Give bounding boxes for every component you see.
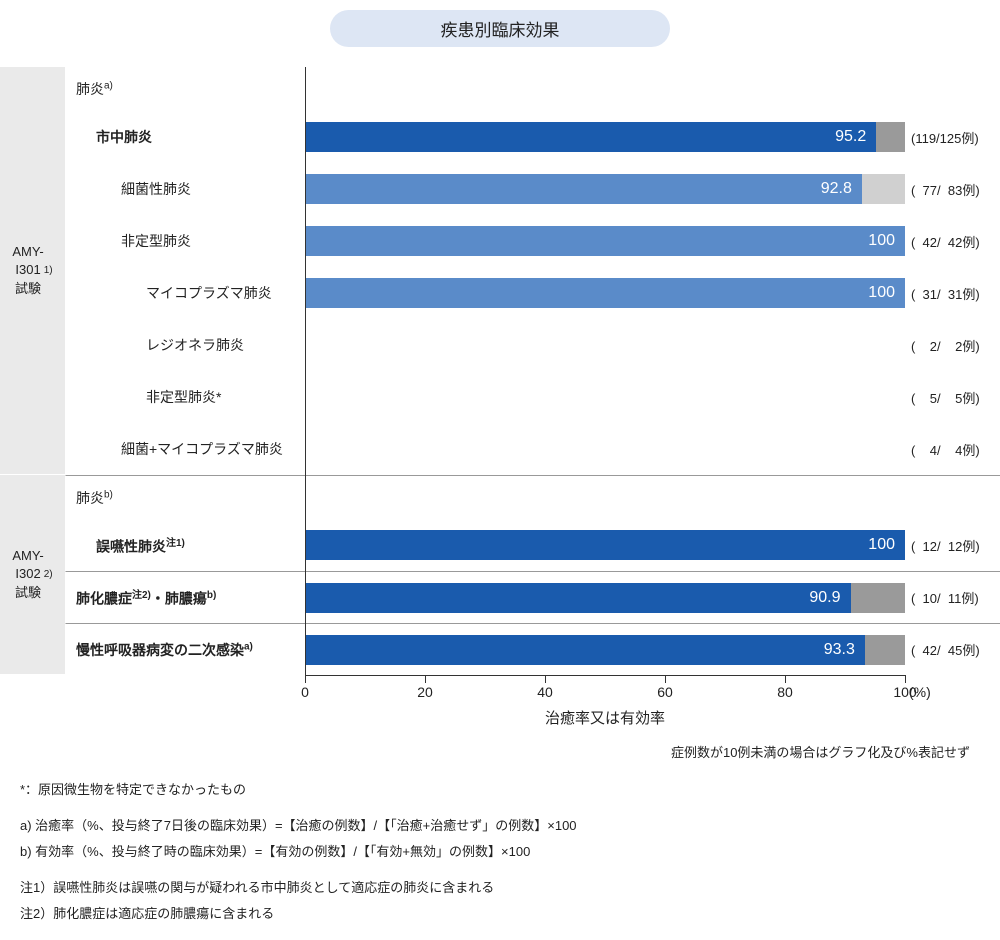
small-n-note: 症例数が10例未満の場合はグラフ化及び%表記せず [0, 742, 1000, 761]
count-label: ( 12/ 12例) [905, 519, 1000, 571]
bar: 90.9 [306, 583, 851, 613]
row-label: 非定型肺炎* [65, 371, 305, 423]
count-label: ( 4/ 4例) [905, 423, 1000, 475]
bar-row: 100 [306, 519, 905, 571]
axis-tick [425, 675, 426, 683]
bar: 92.8 [306, 174, 862, 204]
row-label: 非定型肺炎 [65, 215, 305, 267]
axis-tick-label: 0 [301, 684, 309, 700]
bar: 100 [306, 226, 905, 256]
count-label [905, 67, 1000, 111]
footnote-def: a) 治癒率（%、投与終了7日後の臨床効果）=【治癒の例数】/【「治癒+治癒せず… [20, 815, 980, 837]
bar: 95.2 [306, 122, 876, 152]
bar-row [306, 423, 905, 475]
row-label: 肺化膿症注2)・肺膿瘍b) [65, 571, 305, 623]
bar-row [306, 371, 905, 423]
axis-tick [785, 675, 786, 683]
bar-remainder [865, 635, 905, 665]
row-label: レジオネラ肺炎 [65, 319, 305, 371]
count-label: ( 77/ 83例) [905, 163, 1000, 215]
bar-row: 95.2 [306, 111, 905, 163]
bar-row [306, 475, 905, 519]
x-axis: 020406080100(%) [305, 675, 905, 703]
bar-row: 100 [306, 215, 905, 267]
axis-tick [305, 675, 306, 683]
count-label: ( 31/ 31例) [905, 267, 1000, 319]
footnote-note: 注1）誤嚥性肺炎は誤嚥の関与が疑われる市中肺炎として適応症の肺炎に含まれる [20, 877, 980, 899]
bar-row: 90.9 [306, 571, 905, 623]
chart-body: AMY-I301試験1)AMY-I302試験2) 肺炎a)市中肺炎細菌性肺炎非定… [0, 67, 1000, 675]
row-label: 肺炎a) [65, 67, 305, 111]
axis-tick [545, 675, 546, 683]
bar: 93.3 [306, 635, 865, 665]
footnotes: *：原因微生物を特定できなかったもの a) 治癒率（%、投与終了7日後の臨床効果… [0, 761, 1000, 939]
footnote-asterisk: *：原因微生物を特定できなかったもの [20, 779, 980, 801]
row-label: 肺炎b) [65, 475, 305, 519]
count-label: ( 42/ 42例) [905, 215, 1000, 267]
count-label [905, 475, 1000, 519]
chart-title: 疾患別臨床効果 [330, 10, 670, 47]
bar-remainder [876, 122, 905, 152]
axis-tick-label: 40 [537, 684, 553, 700]
axis-tick-label: 20 [417, 684, 433, 700]
count-label: ( 42/ 45例) [905, 623, 1000, 675]
trial-label: AMY-I301試験1) [0, 67, 65, 475]
row-label: 慢性呼吸器病変の二次感染a) [65, 623, 305, 675]
axis-unit: (%) [909, 684, 931, 700]
bar-row: 100 [306, 267, 905, 319]
axis-tick [905, 675, 906, 683]
row-label: 誤嚥性肺炎注1) [65, 519, 305, 571]
row-label: 細菌性肺炎 [65, 163, 305, 215]
bar-remainder [862, 174, 905, 204]
axis-tick-label: 80 [777, 684, 793, 700]
bar-row [306, 67, 905, 111]
footnote-def: b) 有効率（%、投与終了時の臨床効果）=【有効の例数】/【「有効+無効」の例数… [20, 841, 980, 863]
row-label: 細菌+マイコプラズマ肺炎 [65, 423, 305, 475]
count-label: ( 10/ 11例) [905, 571, 1000, 623]
count-label: ( 5/ 5例) [905, 371, 1000, 423]
bar-row [306, 319, 905, 371]
bar-row: 92.8 [306, 163, 905, 215]
count-label: ( 2/ 2例) [905, 319, 1000, 371]
bar: 100 [306, 530, 905, 560]
x-axis-title: 治癒率又は有効率 [305, 707, 905, 728]
axis-tick-label: 60 [657, 684, 673, 700]
bar: 100 [306, 278, 905, 308]
bar-remainder [851, 583, 906, 613]
footnote-note: 注2）肺化膿症は適応症の肺膿瘍に含まれる [20, 903, 980, 925]
row-label: 市中肺炎 [65, 111, 305, 163]
count-label: (119/125例) [905, 111, 1000, 163]
trial-label: AMY-I302試験2) [0, 475, 65, 675]
row-label: マイコプラズマ肺炎 [65, 267, 305, 319]
bar-row: 93.3 [306, 623, 905, 675]
axis-tick [665, 675, 666, 683]
